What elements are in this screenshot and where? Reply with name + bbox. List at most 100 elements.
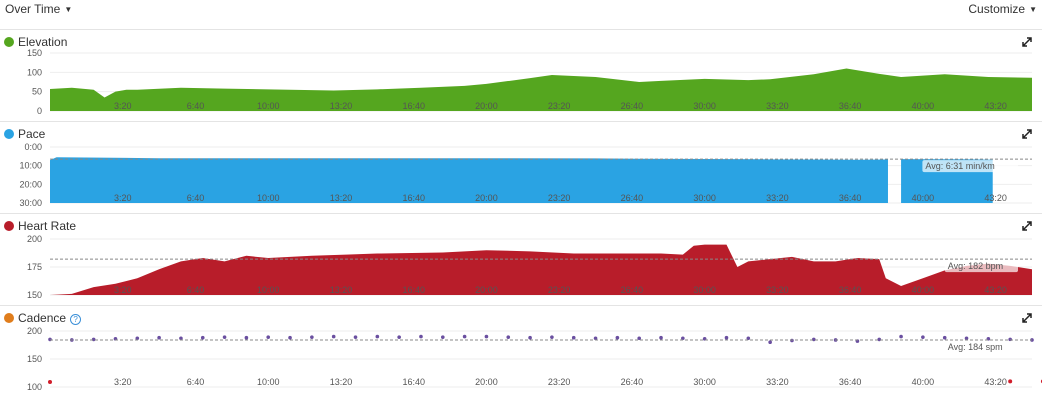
cadence-point (724, 335, 729, 340)
chart-toolbar: Over Time ▼ Customize ▼ (0, 0, 1042, 20)
heart-rate-x-tick: 13:20 (330, 285, 353, 295)
view-dropdown[interactable]: Over Time ▼ (5, 2, 72, 16)
pace-x-tick: 6:40 (187, 193, 205, 203)
cadence-x-tick: 43:20 (984, 377, 1007, 387)
cadence-point (746, 336, 751, 341)
cadence-point (441, 335, 445, 339)
heart-rate-title-text: Heart Rate (18, 219, 77, 233)
cadence-chart: 200 150 100 3:20 6:40 10:00 13:20 16:40 20:00 23:… (27, 326, 1042, 392)
cadence-point (484, 334, 489, 339)
cadence-x-tick: 16:40 (402, 377, 425, 387)
heart-rate-y-tick: 200 (27, 234, 42, 244)
elevation-y-tick: 50 (32, 87, 42, 97)
cadence-point (157, 335, 161, 340)
cadence-x-tick: 23:20 (548, 377, 571, 387)
customize-label: Customize (968, 2, 1026, 16)
heart-rate-x-tick: 3:20 (114, 285, 132, 295)
elevation-x-tick: 6:40 (187, 101, 205, 111)
elevation-panel: Elevation 150 100 50 0 3:20 6:40 10:00 13:20 16:… (0, 29, 1042, 121)
cadence-x-tick: 13:20 (330, 377, 353, 387)
expand-icon[interactable] (1022, 221, 1032, 231)
heart-rate-chart: 200 175 150 3:20 6:40 10:00 13:20 16:40 20:00 23:… (27, 234, 1032, 300)
cadence-point (550, 335, 554, 339)
heart-rate-legend-dot (4, 221, 14, 231)
cadence-average-label-bg (944, 340, 1018, 353)
heart-rate-x-tick: 26:40 (621, 285, 644, 295)
cadence-point (200, 335, 205, 340)
pace-legend-dot (4, 129, 14, 139)
cadence-point (419, 334, 423, 339)
expand-icon[interactable] (1022, 313, 1032, 323)
pace-x-tick: 16:40 (402, 193, 425, 203)
cadence-point (899, 334, 903, 339)
elevation-title-text: Elevation (18, 35, 68, 49)
cadence-point (942, 335, 947, 340)
pace-x-tick: 40:00 (912, 193, 935, 203)
divider (0, 29, 1042, 30)
cadence-title-text: Cadence (18, 311, 67, 325)
cadence-point (331, 334, 336, 339)
cadence-point (571, 335, 576, 340)
help-icon[interactable]: ? (70, 314, 82, 325)
cadence-x-tick: 40:00 (912, 377, 935, 387)
cadence-legend-dot (4, 313, 14, 323)
cadence-title: Cadence? (4, 311, 82, 325)
heart-rate-x-tick: 10:00 (257, 285, 280, 295)
cadence-point (462, 334, 467, 339)
cadence-point (921, 335, 925, 339)
pace-title-text: Pace (18, 127, 46, 141)
cadence-point (48, 337, 52, 342)
cadence-x-tick: 3:20 (114, 377, 132, 387)
elevation-x-tick: 3:20 (114, 101, 132, 111)
cadence-point (353, 335, 358, 339)
elevation-x-tick: 36:40 (839, 101, 862, 111)
elevation-y-tick: 150 (27, 48, 42, 58)
pace-x-tick: 30:00 (693, 193, 716, 203)
heart-rate-x-tick: 43:20 (984, 285, 1007, 295)
cadence-point (135, 336, 140, 341)
cadence-point (964, 336, 969, 341)
divider (0, 121, 1042, 122)
cadence-point (1008, 337, 1012, 342)
cadence-point (615, 335, 620, 340)
pace-area (50, 157, 888, 203)
cadence-outlier-point (1008, 379, 1013, 384)
cadence-x-tick: 33:20 (766, 377, 789, 387)
customize-dropdown[interactable]: Customize ▼ (968, 2, 1037, 16)
cadence-point (659, 335, 663, 340)
pace-x-tick: 36:40 (839, 193, 862, 203)
pace-y-tick: 0:00 (24, 142, 42, 152)
pace-average-label-bg (922, 160, 1018, 173)
pace-chart: 0:00 10:00 20:00 30:00 3:20 6:40 10:00 13:20 16:… (19, 142, 1032, 208)
chevron-down-icon: ▼ (1029, 5, 1037, 14)
heart-rate-area (50, 244, 1032, 295)
pace-x-tick: 26:40 (621, 193, 644, 203)
cadence-point (877, 337, 882, 342)
cadence-point (593, 336, 598, 341)
cadence-y-tick: 100 (27, 382, 42, 392)
divider (0, 213, 1042, 214)
cadence-point (637, 336, 641, 341)
expand-icon[interactable] (1022, 129, 1032, 139)
divider (0, 305, 1042, 306)
heart-rate-x-tick: 20:00 (475, 285, 498, 295)
pace-y-tick: 10:00 (19, 161, 42, 171)
heart-rate-x-tick: 6:40 (187, 285, 205, 295)
pace-x-tick: 10:00 (257, 193, 280, 203)
elevation-title: Elevation (4, 35, 67, 49)
heart-rate-x-tick: 30:00 (693, 285, 716, 295)
cadence-x-tick: 26:40 (621, 377, 644, 387)
expand-icon[interactable] (1022, 37, 1032, 47)
cadence-x-tick: 6:40 (187, 377, 205, 387)
pace-x-tick: 3:20 (114, 193, 132, 203)
cadence-point (222, 335, 227, 339)
pace-y-tick: 30:00 (19, 198, 42, 208)
elevation-x-tick: 13:20 (330, 101, 353, 111)
elevation-chart: 150 100 50 0 3:20 6:40 10:00 13:20 16:40 20:00 23:… (27, 48, 1032, 116)
cadence-x-tick: 10:00 (257, 377, 280, 387)
cadence-point (528, 335, 532, 340)
elevation-y-tick: 0 (37, 106, 42, 116)
cadence-x-tick: 36:40 (839, 377, 862, 387)
cadence-point (681, 336, 685, 341)
chevron-down-icon: ▼ (64, 5, 73, 14)
